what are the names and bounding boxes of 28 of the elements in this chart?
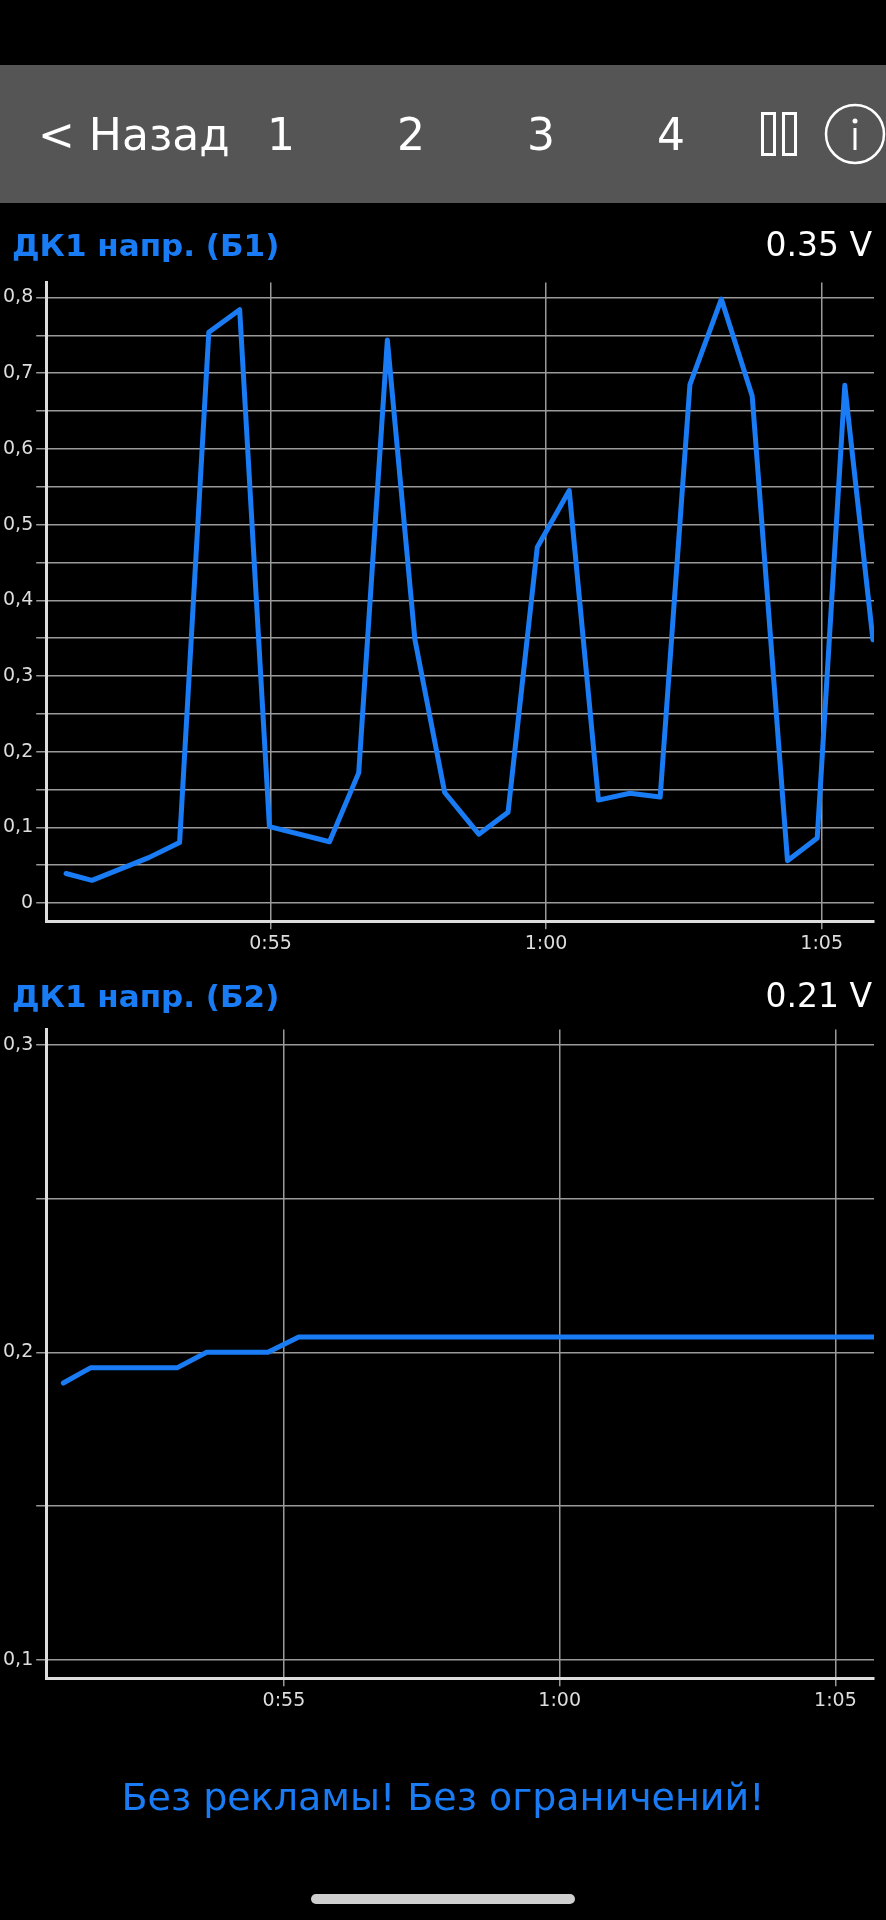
text: Без рекламы! Без ограничений! bbox=[120, 1775, 766, 1819]
chart-subtitle: 0.21 V bbox=[765, 976, 872, 1015]
y-tick-label: 0 bbox=[21, 889, 34, 912]
x-tick-label: 1:00 bbox=[538, 1687, 581, 1710]
y-tick-label: 0,3 bbox=[3, 1031, 34, 1054]
x-tick-label: 1:00 bbox=[524, 930, 568, 953]
x-tick-label: 0:55 bbox=[262, 1687, 306, 1710]
y-tick-label: 0,1 bbox=[3, 814, 34, 837]
x-tick-label: 1:05 bbox=[800, 930, 843, 953]
text: 2 bbox=[397, 108, 425, 160]
text: 1 bbox=[267, 108, 295, 160]
chart-subtitle: 0.35 V bbox=[765, 225, 872, 264]
y-tick-label: 0,6 bbox=[3, 435, 34, 458]
y-tick-label: 0,2 bbox=[3, 1339, 34, 1362]
text: < Назад bbox=[38, 108, 230, 160]
y-tick-label: 0,3 bbox=[3, 662, 34, 685]
y-tick-label: 0,5 bbox=[3, 511, 34, 534]
y-tick-label: 0,1 bbox=[3, 1646, 34, 1669]
y-tick-label: 0,4 bbox=[3, 587, 34, 610]
chart-title: ДК1 напр. (Б2) bbox=[12, 977, 280, 1014]
y-tick-label: 0,8 bbox=[3, 284, 34, 307]
y-tick-label: 0,7 bbox=[3, 360, 34, 383]
x-tick-label: 1:05 bbox=[814, 1687, 857, 1710]
y-tick-label: 0,2 bbox=[3, 738, 34, 761]
chart-title: ДК1 напр. (Б1) bbox=[12, 226, 280, 263]
text: 4 bbox=[657, 108, 685, 160]
x-tick-label: 0:55 bbox=[249, 930, 292, 953]
text: 3 bbox=[527, 108, 555, 160]
